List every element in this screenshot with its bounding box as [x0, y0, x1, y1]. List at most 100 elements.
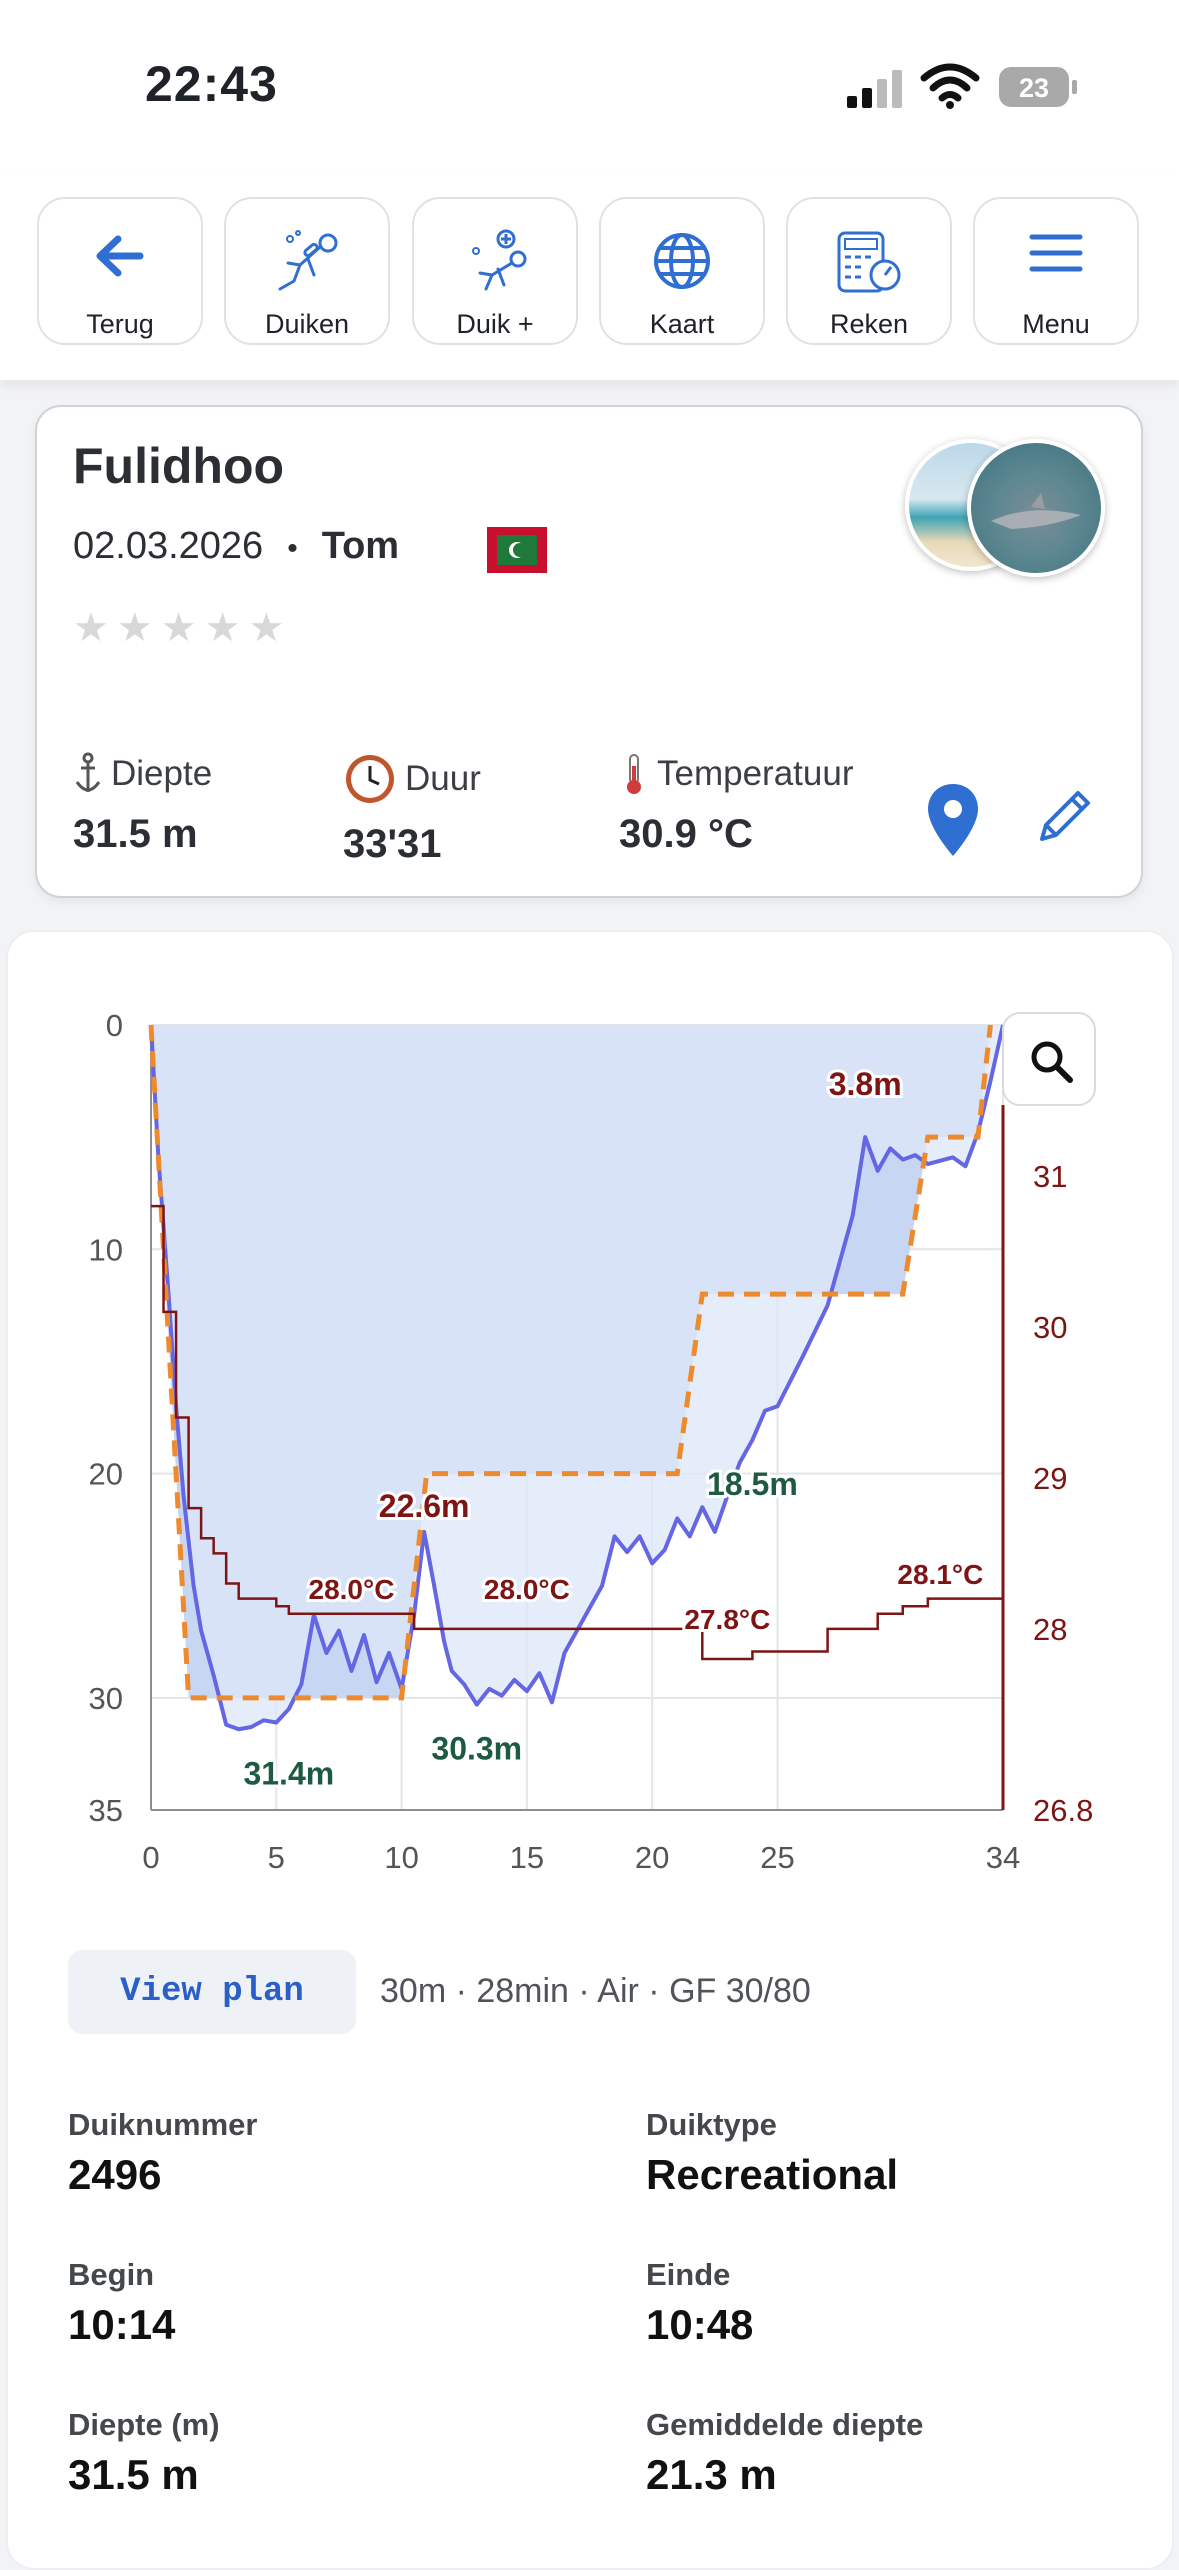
stat-depth: Diepte 31.5 m [73, 752, 212, 857]
detail-end-time: Einde 10:48 [646, 2257, 753, 2349]
detail-label: Diepte (m) [68, 2407, 220, 2442]
diver-icon [278, 230, 338, 291]
y-tick-label: 35 [89, 1793, 123, 1828]
detail-value: 10:14 [68, 2301, 176, 2348]
dive-meta: 02.03.2026 • Tom [73, 525, 399, 568]
detail-value: Recreational [646, 2151, 899, 2198]
battery-level: 23 [1019, 73, 1049, 103]
x-tick-label: 34 [986, 1840, 1020, 1875]
edit-pencil-icon[interactable] [1032, 785, 1096, 849]
battery-icon: 23 [999, 67, 1077, 107]
stat-depth-label: Diepte [111, 754, 213, 793]
chart-annotation: 28.0°C [484, 1574, 570, 1605]
add-dive-button-label: Duik + [456, 309, 534, 339]
dive-date: 02.03.2026 [73, 525, 264, 567]
wifi-icon [920, 63, 980, 109]
dive-profile-card: 051015202534010203035323130292826.831.4m… [6, 930, 1174, 2570]
detail-label: Gemiddelde diepte [646, 2407, 924, 2442]
y2-tick-label: 26.8 [1033, 1793, 1093, 1828]
stat-depth-value: 31.5 m [73, 812, 198, 856]
add-dive-icon [472, 229, 527, 291]
menu-icon [1029, 234, 1083, 272]
map-button[interactable]: Kaart [599, 197, 765, 345]
chart-annotation: 22.6m [379, 1488, 470, 1524]
calculate-button-label: Reken [829, 309, 909, 339]
detail-dive-number: Duiknummer 2496 [68, 2107, 257, 2199]
stat-duration: Duur 33'31 [343, 752, 481, 867]
status-bar: 22:43 23 [0, 0, 1179, 175]
detail-value: 10:48 [646, 2301, 754, 2348]
anchor-icon [75, 752, 101, 792]
back-button-label: Terug [86, 309, 154, 339]
dive-buddy: Tom [321, 525, 400, 567]
detail-label: Begin [68, 2257, 155, 2292]
chart-annotation: 18.5m [707, 1466, 798, 1502]
x-tick-label: 5 [268, 1840, 285, 1875]
globe-icon [654, 233, 710, 289]
chart-annotation: 28.0°C [309, 1574, 395, 1605]
menu-button-label: Menu [1022, 309, 1090, 339]
thermometer-icon [627, 754, 641, 794]
y2-tick-label: 29 [1033, 1461, 1067, 1496]
add-dive-button[interactable]: Duik + [412, 197, 578, 345]
x-tick-label: 15 [510, 1840, 544, 1875]
depth-line [149, 1024, 1005, 1732]
y-tick-label: 30 [89, 1681, 123, 1716]
back-button[interactable]: Terug [37, 197, 203, 345]
dive-profile-chart[interactable]: 051015202534010203035323130292826.831.4m… [8, 932, 1176, 1892]
rating-stars[interactable]: ★★★★★ [73, 606, 293, 650]
chart-annotation: 28.1°C [897, 1559, 983, 1590]
x-tick-label: 10 [384, 1840, 418, 1875]
detail-max-depth: Diepte (m) 31.5 m [68, 2407, 220, 2499]
chart-annotation: 3.8m [829, 1066, 902, 1102]
y-tick-label: 0 [106, 1008, 123, 1043]
detail-value: 2496 [68, 2151, 162, 2198]
dive-site-title: Fulidhoo [73, 438, 285, 494]
status-time: 22:43 [145, 56, 278, 112]
menu-button[interactable]: Menu [973, 197, 1139, 345]
detail-label: Duiktype [646, 2107, 777, 2142]
temperature-line [151, 1204, 1005, 1661]
calculator-icon [837, 231, 901, 293]
maldives-flag-icon [487, 527, 547, 573]
chart-annotation: 30.3m [431, 1731, 522, 1767]
detail-start-time: Begin 10:14 [68, 2257, 175, 2349]
y2-tick-label: 31 [1033, 1159, 1067, 1194]
y2-tick-label: 28 [1033, 1612, 1067, 1647]
stat-temperature-value: 30.9 °C [619, 812, 753, 856]
depth-area [151, 1025, 1003, 1730]
dive-photo-shark[interactable] [967, 439, 1105, 577]
view-plan-button[interactable]: View plan [68, 1950, 356, 2034]
dives-button-label: Duiken [264, 309, 350, 339]
detail-label: Einde [646, 2257, 731, 2292]
detail-value: 21.3 m [646, 2451, 777, 2498]
dives-button[interactable]: Duiken [224, 197, 390, 345]
stat-duration-value: 33'31 [343, 822, 442, 866]
chart-annotation: 31.4m [243, 1755, 334, 1791]
map-button-label: Kaart [649, 309, 715, 339]
zoom-button[interactable] [1002, 1012, 1096, 1106]
stat-temperature: Temperatuur 30.9 °C [619, 752, 853, 857]
detail-label: Duiknummer [68, 2107, 258, 2142]
stat-temperature-label: Temperatuur [657, 754, 854, 793]
x-tick-label: 25 [760, 1840, 794, 1875]
cellular-signal-icon [847, 70, 902, 108]
x-tick-label: 20 [635, 1840, 669, 1875]
stat-duration-label: Duur [405, 759, 481, 798]
y-tick-label: 20 [89, 1457, 123, 1492]
y-tick-label: 10 [89, 1232, 123, 1267]
magnifier-icon [1031, 1041, 1073, 1083]
location-pin-icon[interactable] [925, 782, 981, 858]
detail-avg-depth: Gemiddelde diepte 21.3 m [646, 2407, 923, 2499]
detail-value: 31.5 m [68, 2451, 199, 2498]
top-toolbar: Terug Duiken Duik + Kaart [0, 175, 1179, 380]
clock-icon [346, 755, 394, 803]
x-tick-label: 0 [142, 1840, 159, 1875]
detail-dive-type: Duiktype Recreational [646, 2107, 898, 2199]
plan-summary: 30m · 28min · Air · GF 30/80 [380, 1972, 811, 2010]
arrow-left-icon [96, 235, 144, 277]
plan-line [148, 1024, 993, 1701]
dive-summary-card: Fulidhoo 02.03.2026 • Tom ★★★★★ Diepte 31.… [35, 405, 1143, 898]
calculate-button[interactable]: Reken [786, 197, 952, 345]
chart-annotation: 27.8°C [684, 1604, 770, 1635]
